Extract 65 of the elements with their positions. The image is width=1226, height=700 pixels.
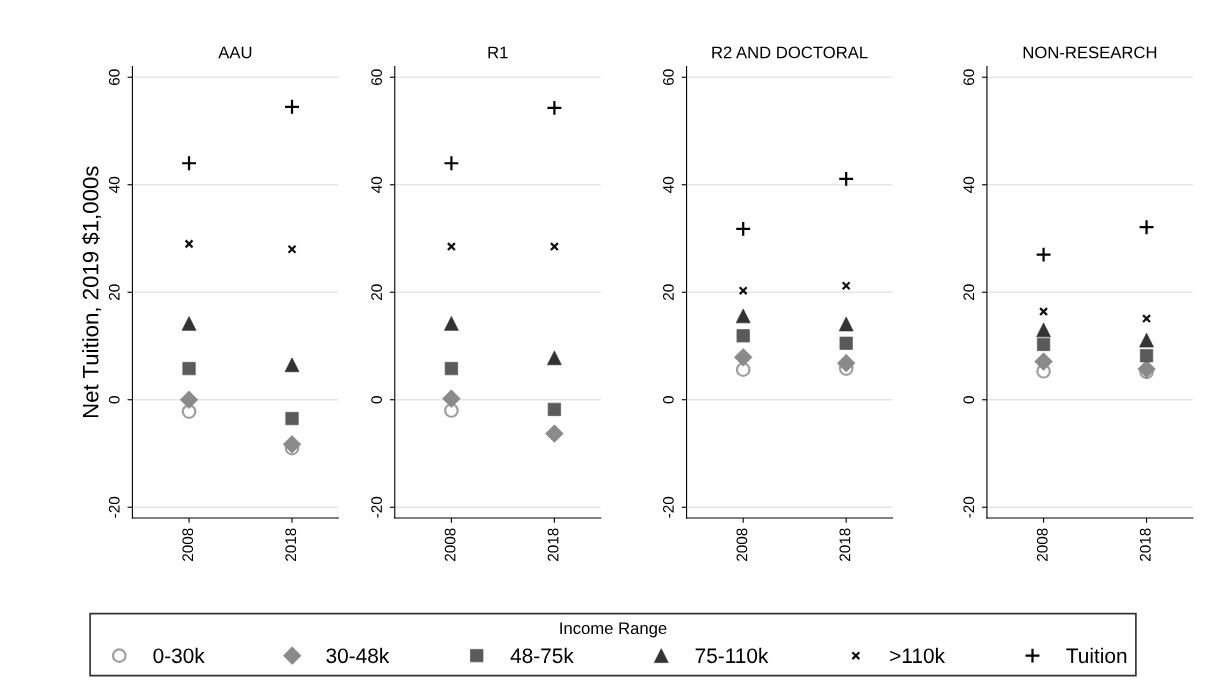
point: [184, 239, 194, 249]
x-tick-label: 2008: [1036, 528, 1048, 561]
y-tick-label: 0: [371, 396, 383, 404]
y-tick-label: 60: [663, 69, 674, 85]
y-tick-label: 40: [663, 176, 674, 193]
y-tick-label: 40: [371, 176, 383, 193]
point: [282, 435, 302, 454]
point: [180, 155, 198, 172]
point: [549, 241, 559, 252]
y-tick-label: 20: [963, 284, 975, 300]
point: [444, 403, 459, 418]
legend-title: Income Range: [560, 622, 667, 638]
y-tick-label: -20: [371, 496, 383, 518]
y-tick-label: 0: [108, 396, 120, 404]
legend-label: 30-48k: [326, 647, 390, 664]
point: [735, 362, 751, 378]
y-tick-label: 60: [963, 69, 975, 85]
point: [283, 98, 301, 115]
x-tick-label: 2008: [444, 528, 456, 561]
point: [841, 281, 851, 291]
point: [547, 402, 561, 417]
point: [446, 241, 456, 252]
x-tick-label: 2018: [1139, 528, 1151, 561]
x-tick-label: 2018: [547, 528, 559, 561]
point: [1137, 359, 1156, 379]
point: [285, 411, 299, 426]
x-tick-label: 2018: [839, 528, 851, 561]
point: [181, 404, 197, 419]
y-tick-label: 40: [963, 176, 975, 193]
point: [546, 99, 563, 116]
chart-title: AAU: [218, 46, 252, 59]
y-tick-label: 40: [108, 176, 120, 193]
point: [443, 155, 460, 172]
y-tick-label: -20: [663, 496, 674, 518]
y-tick-label: 60: [108, 69, 120, 85]
y-tick-label: 20: [371, 284, 383, 300]
point: [838, 170, 855, 187]
point: [287, 244, 297, 254]
y-axis-title: Net Tuition, 2019 $1,000s: [81, 166, 102, 418]
legend-label: 48-75k: [510, 647, 574, 664]
legend-label: >110k: [890, 647, 946, 664]
y-tick-label: 20: [108, 284, 120, 300]
point: [738, 286, 748, 296]
chart-title: R1: [488, 46, 508, 59]
x-tick-label: 2018: [285, 528, 297, 561]
legend-label: 75-110k: [695, 647, 769, 664]
point: [1138, 219, 1155, 236]
legend-label: Tuition: [1066, 647, 1127, 664]
y-tick-label: -20: [108, 496, 120, 518]
point: [1036, 337, 1051, 351]
point: [1141, 314, 1152, 324]
x-tick-label: 2008: [736, 528, 748, 561]
y-tick-label: 0: [963, 396, 975, 404]
chart-title: NON-RESEARCH: [1023, 46, 1157, 59]
y-tick-label: 20: [663, 284, 674, 300]
point: [735, 220, 752, 237]
point: [1038, 307, 1049, 317]
legend-label: 0-30k: [153, 647, 205, 664]
x-tick-label: 2008: [182, 528, 194, 561]
point: [444, 361, 459, 376]
chart-title: R2 AND DOCTORAL: [712, 46, 868, 59]
y-tick-label: 60: [371, 69, 383, 85]
y-tick-label: 0: [663, 396, 674, 404]
y-tick-label: -20: [963, 496, 975, 518]
point: [1035, 246, 1052, 263]
